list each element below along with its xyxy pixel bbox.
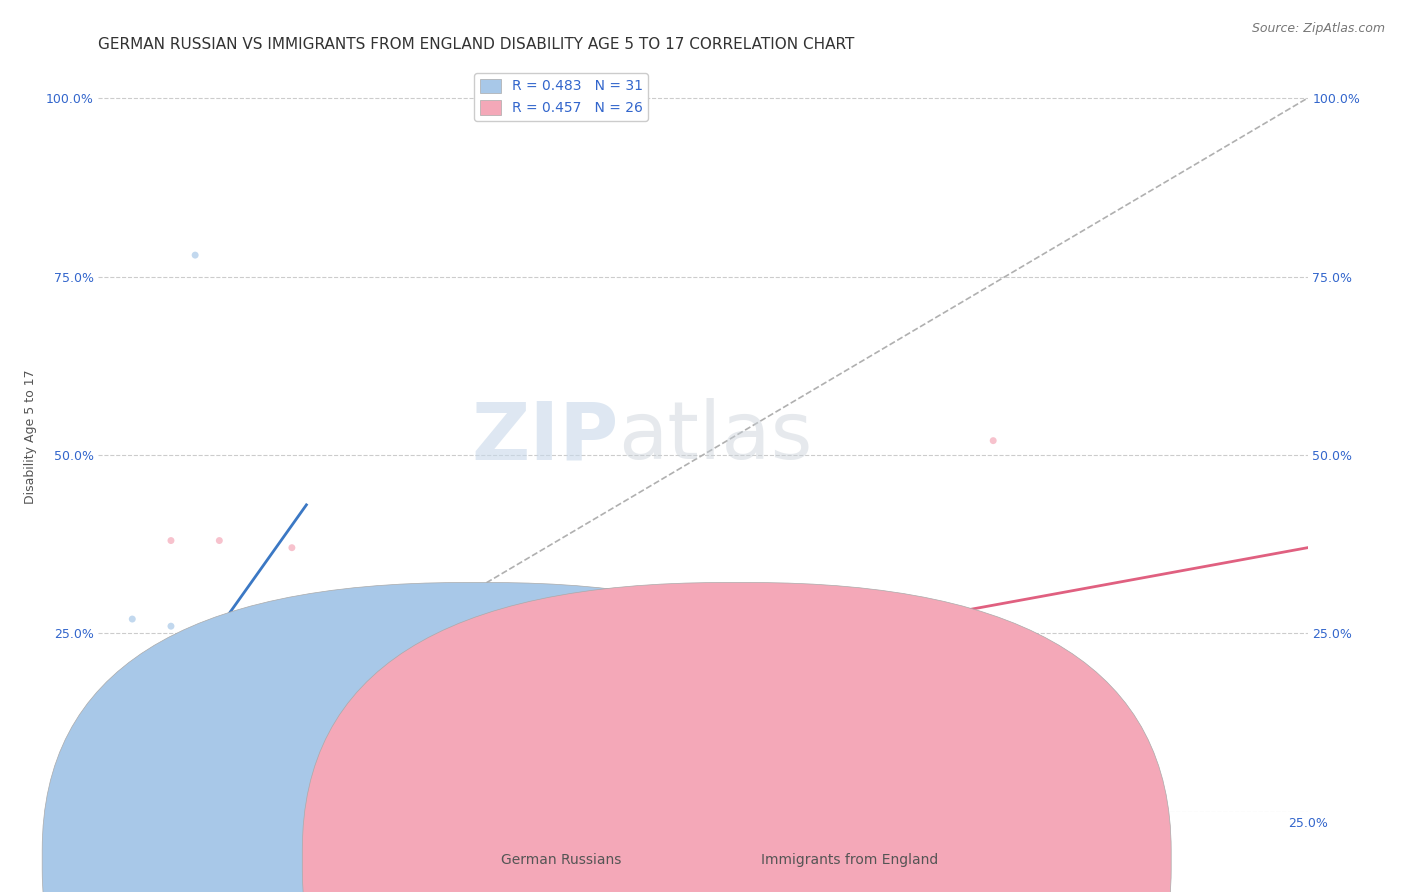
Y-axis label: Disability Age 5 to 17: Disability Age 5 to 17 [24, 370, 38, 504]
Point [117, 783, 139, 797]
Point [160, 533, 183, 548]
Point [169, 733, 191, 747]
Point [135, 776, 157, 790]
Text: ZIP: ZIP [471, 398, 619, 476]
Point [91, 790, 114, 805]
Point [145, 776, 167, 790]
Point [127, 769, 149, 783]
Point [981, 434, 1004, 448]
Point [198, 698, 221, 712]
Point [91, 790, 114, 805]
Point [208, 533, 231, 548]
Point [184, 248, 207, 262]
Point [107, 783, 129, 797]
Point [179, 747, 201, 762]
Point [107, 776, 129, 790]
Point [160, 619, 183, 633]
Point [165, 747, 187, 762]
Point [150, 733, 173, 747]
Point [97, 783, 120, 797]
Point [107, 790, 129, 805]
Point [117, 783, 139, 797]
Point [111, 797, 134, 812]
Point [194, 719, 217, 733]
Point [716, 740, 738, 755]
Point [97, 790, 120, 805]
Point [121, 776, 143, 790]
Point [121, 776, 143, 790]
Point [97, 783, 120, 797]
Point [165, 648, 187, 662]
Point [174, 698, 197, 712]
Point [101, 790, 124, 805]
Text: Immigrants from England: Immigrants from England [761, 853, 938, 867]
Point [716, 719, 738, 733]
Point [155, 776, 177, 790]
Point [135, 755, 157, 769]
Text: GERMAN RUSSIAN VS IMMIGRANTS FROM ENGLAND DISABILITY AGE 5 TO 17 CORRELATION CHA: GERMAN RUSSIAN VS IMMIGRANTS FROM ENGLAN… [98, 37, 855, 52]
Text: Source: ZipAtlas.com: Source: ZipAtlas.com [1251, 22, 1385, 36]
Point [141, 747, 163, 762]
Point [981, 740, 1004, 755]
Point [111, 783, 134, 797]
Point [131, 762, 153, 776]
Point [281, 541, 304, 555]
Point [281, 740, 304, 755]
Point [127, 790, 149, 805]
Point [184, 747, 207, 762]
Point [111, 769, 134, 783]
Point [194, 698, 217, 712]
Point [208, 733, 231, 747]
Point [101, 797, 124, 812]
Point [141, 769, 163, 783]
Point [117, 790, 139, 805]
Text: atlas: atlas [619, 398, 813, 476]
Point [150, 755, 173, 769]
Point [242, 612, 264, 626]
Point [145, 762, 167, 776]
Legend: R = 0.483   N = 31, R = 0.457   N = 26: R = 0.483 N = 31, R = 0.457 N = 26 [474, 73, 648, 120]
Point [222, 626, 245, 640]
Text: German Russians: German Russians [501, 853, 621, 867]
Point [184, 733, 207, 747]
Point [131, 783, 153, 797]
Point [101, 790, 124, 805]
Point [121, 612, 143, 626]
Point [174, 662, 197, 676]
Point [860, 740, 883, 755]
